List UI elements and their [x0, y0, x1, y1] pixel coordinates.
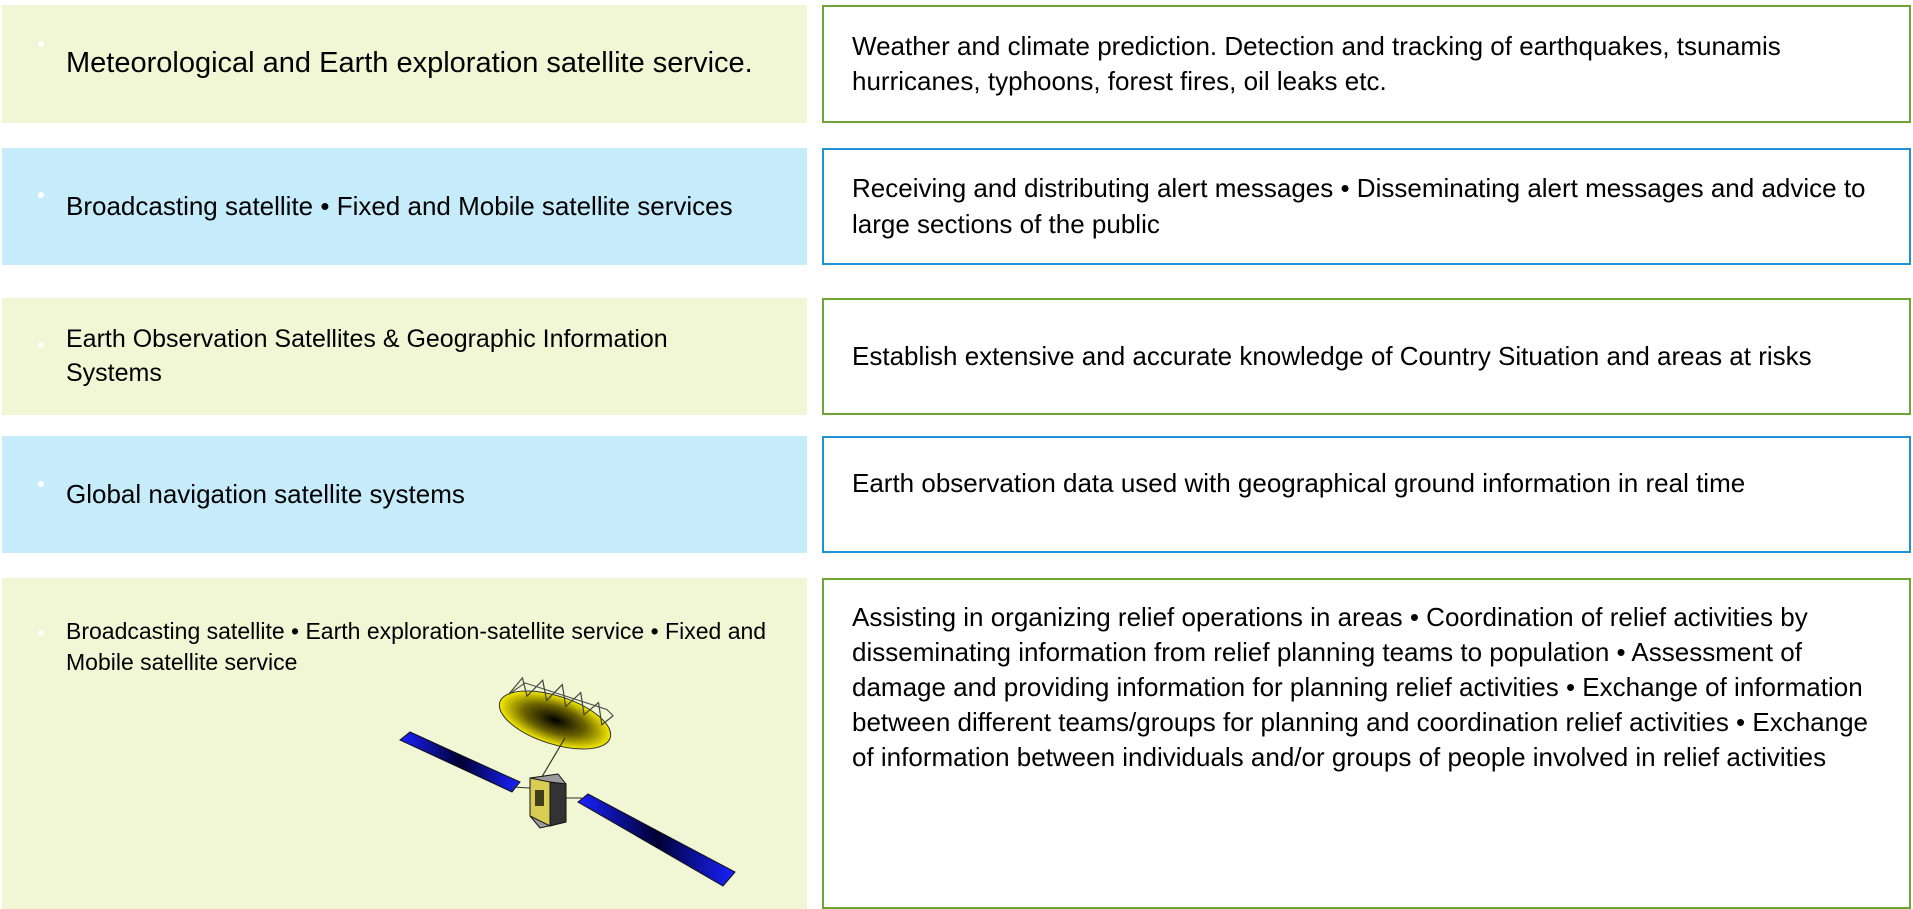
dish	[498, 676, 614, 781]
application-text: Earth observation data used with geograp…	[852, 468, 1746, 498]
satellite-illustration	[399, 676, 736, 887]
service-cell: Broadcasting satellite • Fixed and Mobil…	[2, 148, 807, 265]
application-cell: Receiving and distributing alert message…	[822, 148, 1911, 265]
application-cell: Establish extensive and accurate knowled…	[822, 298, 1911, 415]
service-text: Meteorological and Earth exploration sat…	[66, 47, 753, 80]
service-text: Broadcasting satellite • Fixed and Mobil…	[66, 190, 733, 221]
service-cell: Meteorological and Earth exploration sat…	[2, 5, 807, 123]
service-text: Global navigation satellite systems	[66, 478, 465, 509]
satellite-body	[511, 773, 582, 829]
left-panel	[399, 731, 521, 793]
application-text: Receiving and distributing alert message…	[852, 173, 1866, 239]
service-cell: Earth Observation Satellites & Geographi…	[2, 298, 807, 415]
application-cell: Assisting in organizing relief operation…	[822, 578, 1911, 909]
service-cell: Global navigation satellite systems	[2, 436, 807, 553]
application-text: Establish extensive and accurate knowled…	[852, 340, 1812, 371]
service-text: Broadcasting satellite • Earth explorati…	[66, 618, 767, 676]
service-text: Earth Observation Satellites & Geographi…	[66, 324, 668, 387]
application-text: Weather and climate prediction. Detectio…	[852, 30, 1781, 96]
application-cell: Earth observation data used with geograp…	[822, 436, 1911, 553]
service-cell: Broadcasting satellite • Earth explorati…	[2, 578, 807, 909]
right-panel	[577, 793, 736, 887]
application-text: Assisting in organizing relief operation…	[852, 602, 1869, 773]
application-cell: Weather and climate prediction. Detectio…	[822, 5, 1911, 123]
